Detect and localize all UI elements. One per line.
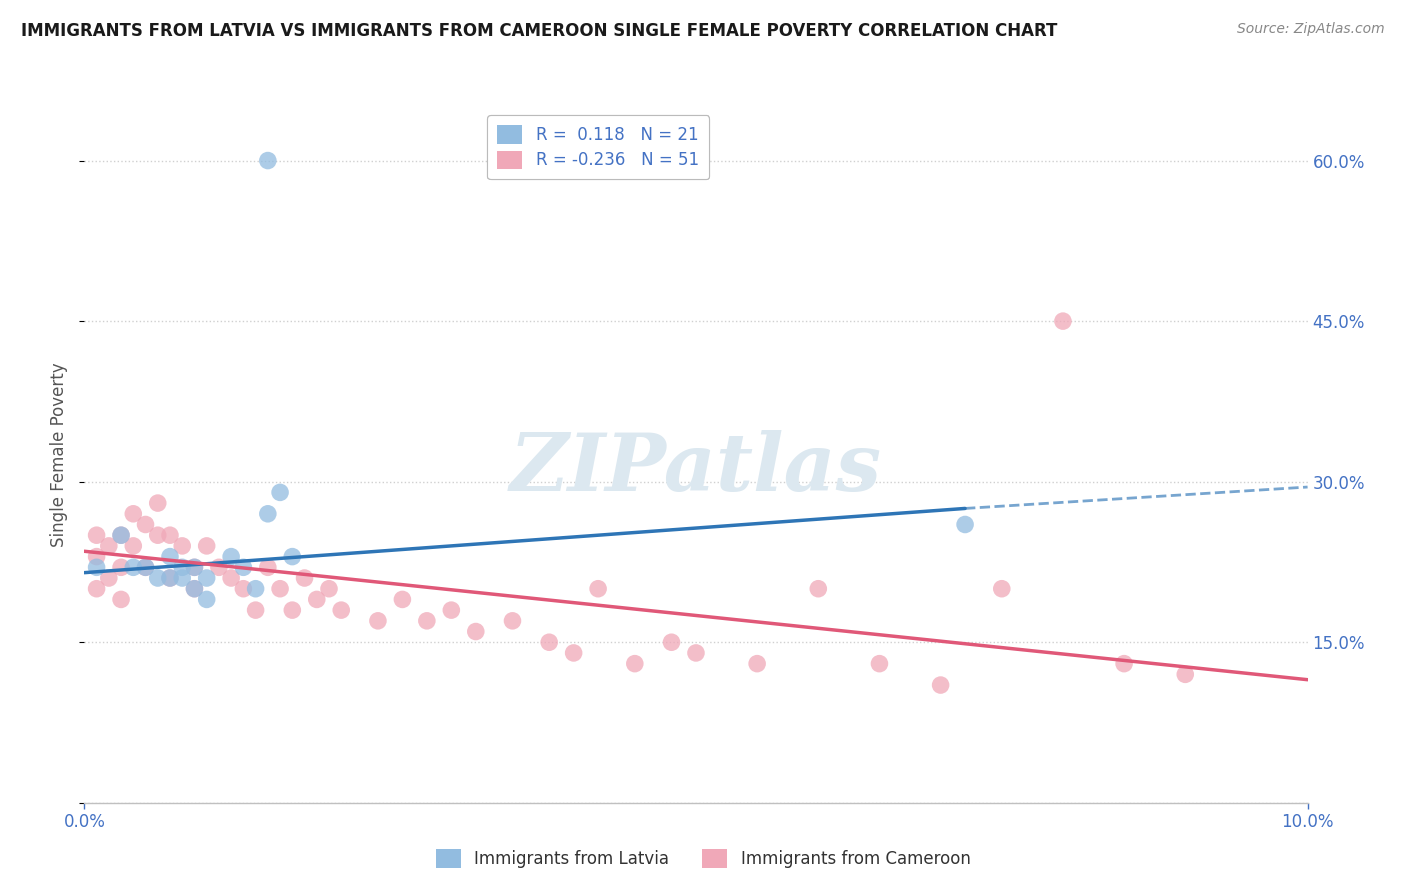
Point xyxy=(135,560,157,574)
Point xyxy=(245,603,267,617)
Point xyxy=(135,560,157,574)
Point xyxy=(1052,314,1074,328)
Point xyxy=(183,560,205,574)
Point xyxy=(159,528,181,542)
Legend: R =  0.118   N = 21, R = -0.236   N = 51: R = 0.118 N = 21, R = -0.236 N = 51 xyxy=(488,115,709,179)
Point xyxy=(685,646,707,660)
Point xyxy=(440,603,463,617)
Point xyxy=(269,582,291,596)
Point xyxy=(502,614,524,628)
Point xyxy=(367,614,389,628)
Point xyxy=(146,528,169,542)
Point xyxy=(110,528,132,542)
Point xyxy=(305,592,328,607)
Point xyxy=(391,592,413,607)
Point xyxy=(257,560,280,574)
Point xyxy=(146,571,169,585)
Point xyxy=(869,657,891,671)
Point xyxy=(1114,657,1136,671)
Point xyxy=(318,582,340,596)
Point xyxy=(172,539,194,553)
Point xyxy=(110,592,132,607)
Point xyxy=(172,571,194,585)
Point xyxy=(110,560,132,574)
Point xyxy=(953,517,976,532)
Point xyxy=(219,549,242,564)
Point xyxy=(747,657,769,671)
Point xyxy=(183,582,205,596)
Point xyxy=(661,635,683,649)
Y-axis label: Single Female Poverty: Single Female Poverty xyxy=(51,363,69,547)
Point xyxy=(86,528,108,542)
Point xyxy=(208,560,231,574)
Legend: Immigrants from Latvia, Immigrants from Cameroon: Immigrants from Latvia, Immigrants from … xyxy=(429,843,977,875)
Point xyxy=(991,582,1014,596)
Point xyxy=(122,507,145,521)
Point xyxy=(86,549,108,564)
Point xyxy=(195,571,218,585)
Text: Source: ZipAtlas.com: Source: ZipAtlas.com xyxy=(1237,22,1385,37)
Point xyxy=(538,635,561,649)
Point xyxy=(86,582,108,596)
Point xyxy=(219,571,242,585)
Point xyxy=(232,582,254,596)
Point xyxy=(97,571,120,585)
Text: ZIPatlas: ZIPatlas xyxy=(510,430,882,508)
Point xyxy=(232,560,254,574)
Point xyxy=(86,560,108,574)
Point xyxy=(183,560,205,574)
Point xyxy=(195,592,218,607)
Point xyxy=(281,549,304,564)
Point xyxy=(183,582,205,596)
Point xyxy=(330,603,353,617)
Point xyxy=(416,614,439,628)
Point xyxy=(281,603,304,617)
Point xyxy=(562,646,585,660)
Point xyxy=(464,624,486,639)
Point xyxy=(195,539,218,553)
Point xyxy=(294,571,316,585)
Point xyxy=(257,507,280,521)
Text: IMMIGRANTS FROM LATVIA VS IMMIGRANTS FROM CAMEROON SINGLE FEMALE POVERTY CORRELA: IMMIGRANTS FROM LATVIA VS IMMIGRANTS FRO… xyxy=(21,22,1057,40)
Point xyxy=(122,539,145,553)
Point xyxy=(586,582,609,596)
Point xyxy=(1174,667,1197,681)
Point xyxy=(269,485,291,500)
Point xyxy=(929,678,952,692)
Point xyxy=(159,571,181,585)
Point xyxy=(135,517,157,532)
Point xyxy=(122,560,145,574)
Point xyxy=(257,153,280,168)
Point xyxy=(146,496,169,510)
Point xyxy=(807,582,830,596)
Point xyxy=(97,539,120,553)
Point xyxy=(159,549,181,564)
Point xyxy=(172,560,194,574)
Point xyxy=(245,582,267,596)
Point xyxy=(624,657,647,671)
Point xyxy=(159,571,181,585)
Point xyxy=(110,528,132,542)
